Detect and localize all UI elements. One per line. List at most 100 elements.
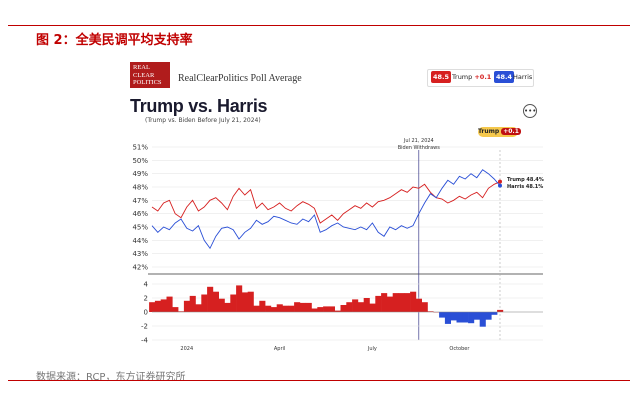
spread-bar <box>473 312 480 320</box>
spread-bar <box>259 300 266 312</box>
spread-bar <box>369 303 376 312</box>
spread-bar <box>444 312 451 324</box>
x-tick-label: July <box>367 346 377 352</box>
end-label: Harris 48.1% <box>507 184 543 190</box>
y-tick-label: 45% <box>132 224 148 232</box>
rcp-logo: REAL CLEAR POLITICS <box>130 62 170 88</box>
bottom-rule <box>8 380 630 381</box>
y-tick-label: 51% <box>132 144 148 152</box>
bar-y-tick-label: 4 <box>144 281 149 289</box>
spread-bar <box>311 308 318 312</box>
spread-bar <box>160 299 167 312</box>
spread-bar <box>172 307 179 312</box>
spread-bar <box>479 312 486 327</box>
legend-trump-value: 48.5 <box>431 71 452 83</box>
y-tick-label: 47% <box>132 197 148 205</box>
leader-badge-name: Trump <box>478 128 500 135</box>
spread-bar <box>241 292 248 312</box>
spread-bar <box>421 302 428 312</box>
more-options-button[interactable]: ••• <box>523 104 537 118</box>
y-tick-label: 43% <box>132 250 148 258</box>
series-line-trump <box>151 181 501 224</box>
spread-bar <box>189 295 196 312</box>
spread-bar <box>154 300 161 312</box>
spread-bar <box>166 296 173 312</box>
spread-bar <box>282 305 289 312</box>
spread-bar <box>305 302 312 312</box>
annotation-text: Biden Withdraws <box>398 145 441 151</box>
y-tick-label: 48% <box>132 184 148 192</box>
spread-bar <box>352 299 359 312</box>
x-tick-label: October <box>449 346 470 352</box>
spread-bar <box>317 307 324 312</box>
spread-bar <box>485 312 492 320</box>
logo-line: POLITICS <box>133 79 162 86</box>
y-tick-label: 42% <box>132 264 148 272</box>
spread-bar <box>230 294 237 312</box>
spread-bar <box>218 298 225 312</box>
spread-bar <box>334 310 341 312</box>
bar-y-tick-label: 2 <box>144 295 148 303</box>
source-note: 数据来源：RCP，东方证券研究所 <box>36 372 186 383</box>
spread-bar <box>195 304 202 312</box>
spread-bar <box>236 285 243 312</box>
series-line-harris <box>151 169 501 250</box>
legend-trump-name: Trump +0.1 <box>452 71 491 83</box>
bar-y-tick-label: 0 <box>144 309 148 317</box>
ellipsis-icon: ••• <box>524 107 537 115</box>
logo-line: CLEAR <box>133 71 155 79</box>
y-tick-label: 49% <box>132 170 148 178</box>
top-rule <box>8 25 630 26</box>
spread-bar <box>415 298 422 312</box>
bar-y-tick-label: -2 <box>141 323 148 331</box>
spread-bar <box>294 302 301 312</box>
spread-bar <box>450 312 457 321</box>
spread-bar <box>212 291 219 312</box>
legend-trump-label: Trump <box>452 73 473 81</box>
spread-bar <box>468 312 475 324</box>
spread-bar <box>253 305 260 312</box>
y-tick-label: 44% <box>132 237 148 245</box>
spread-bar <box>340 305 347 312</box>
spread-bar <box>375 295 382 312</box>
spread-bar <box>386 296 393 312</box>
figure-title: 图 2：全美民调平均支持率 <box>36 33 193 48</box>
y-tick-label: 46% <box>132 210 148 218</box>
spread-bar <box>201 294 208 312</box>
spread-bar <box>288 305 295 312</box>
leader-badge: Trump +0.1 <box>478 127 521 137</box>
legend-harris-value: 48.4 <box>494 71 515 83</box>
spread-bar <box>398 293 405 312</box>
series-endpoint-harris <box>498 183 502 188</box>
poll-average-label: RealClearPolitics Poll Average <box>178 73 302 84</box>
spread-bar <box>410 291 417 312</box>
spread-bar <box>404 293 411 312</box>
spread-bar <box>178 311 185 312</box>
spread-bar <box>265 305 272 312</box>
spread-bar <box>427 311 434 312</box>
spread-bar <box>439 312 446 318</box>
legend-trump-delta: +0.1 <box>474 73 492 81</box>
spread-bar <box>323 306 330 312</box>
spread-bar <box>363 298 370 312</box>
spread-bar <box>497 309 504 312</box>
chart-subtitle: (Trump vs. Biden Before July 21, 2024) <box>145 117 261 124</box>
spread-bar <box>346 302 353 312</box>
spread-bar <box>247 291 254 312</box>
series-endpoint-trump <box>498 179 502 184</box>
spread-bar <box>224 302 231 312</box>
spread-bar <box>491 312 498 315</box>
legend-harris-name: Harris <box>513 73 533 81</box>
spread-bar <box>276 304 283 312</box>
spread-bar <box>328 306 335 312</box>
spread-bar <box>357 302 364 312</box>
y-tick-label: 50% <box>132 157 148 165</box>
x-tick-label: 2024 <box>180 346 193 352</box>
spread-bar <box>392 293 399 312</box>
spread-bar <box>299 302 306 312</box>
chart-main-title: Trump vs. Harris <box>130 96 268 116</box>
spread-bar <box>149 302 156 312</box>
spread-bar <box>183 300 190 312</box>
bar-y-tick-label: -4 <box>141 337 149 345</box>
